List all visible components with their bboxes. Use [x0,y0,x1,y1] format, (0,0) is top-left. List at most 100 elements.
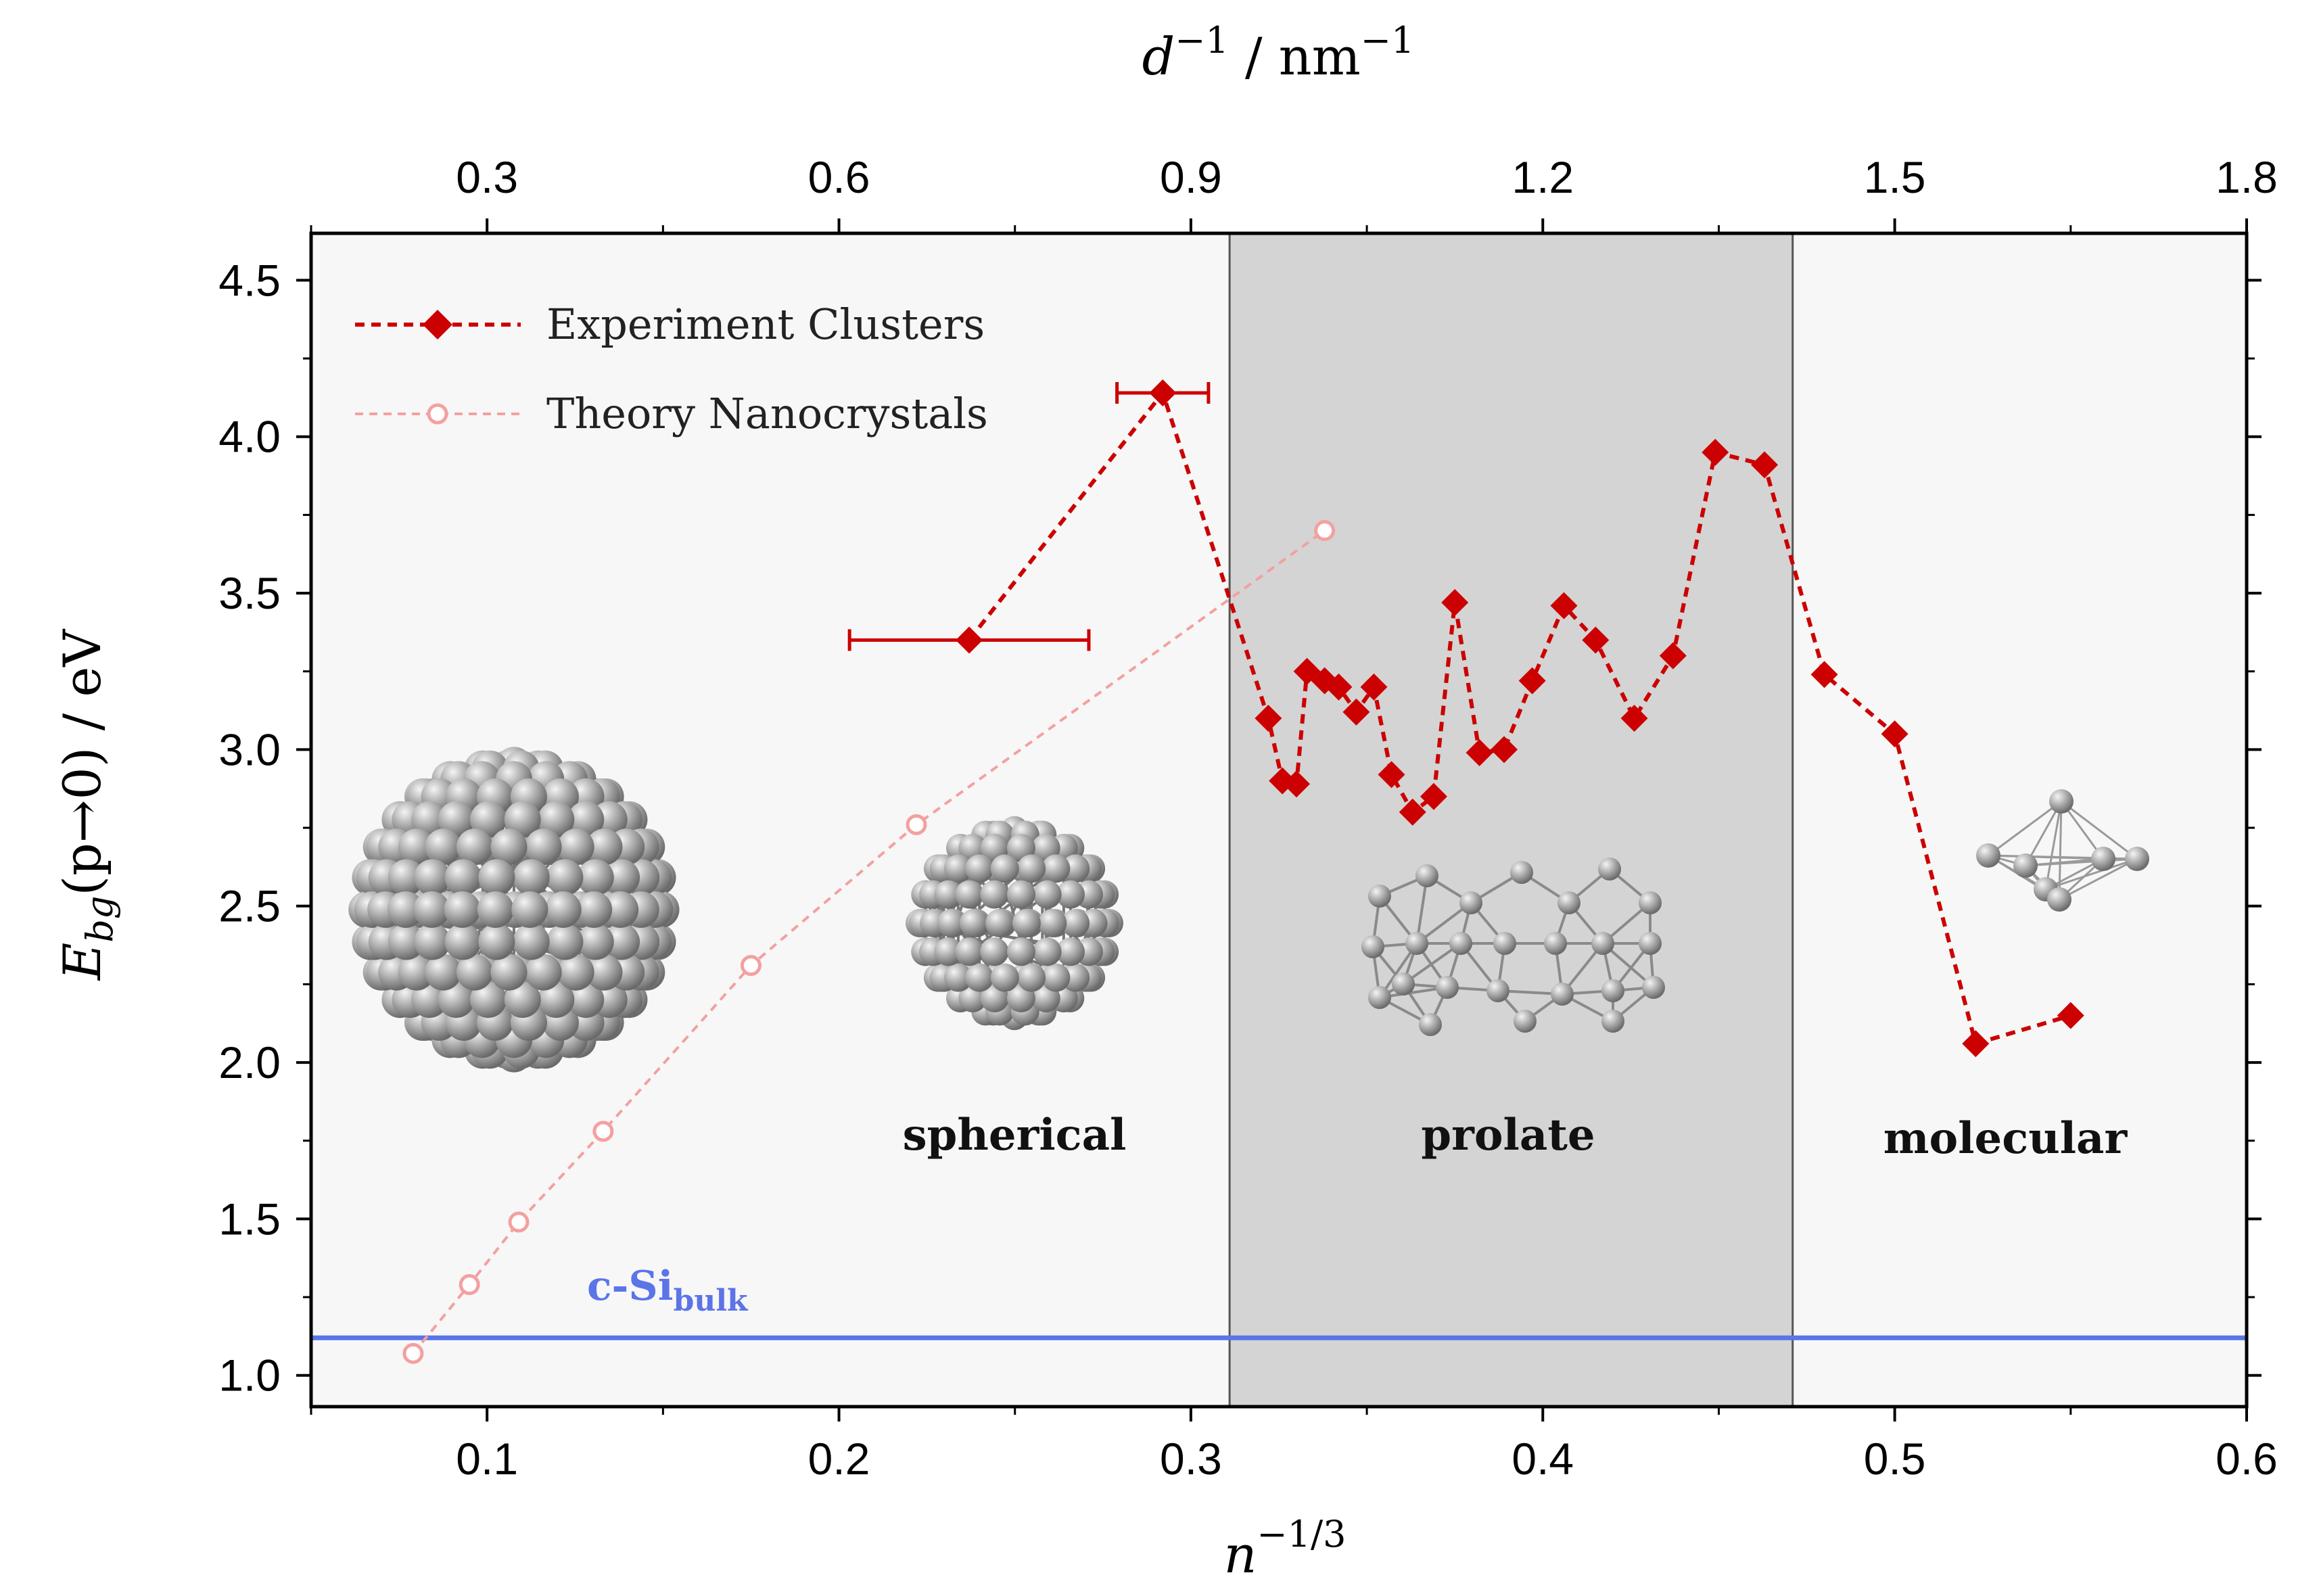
x-top-tick-label-1: 0.3 [456,152,518,202]
theory-point-3 [508,1211,530,1233]
x-bottom-tick-label-3: 0.3 [1160,1434,1222,1484]
cluster-illustrations [348,747,2149,1073]
cluster-atom [425,954,462,991]
cluster-atom [965,963,994,992]
cluster-atom [388,859,425,896]
cluster-atom [470,981,507,1018]
cluster-bond [2045,858,2138,891]
cluster-atom [2013,853,2038,878]
cluster-atom [444,923,482,960]
cluster-atom [413,891,450,928]
cluster-atom [1033,937,1062,966]
cluster-atom [1639,891,1662,914]
legend-label-theory: Theory Nanocrystals [546,389,988,438]
cluster-atom [438,801,475,838]
cluster-atom [943,963,973,992]
experiment-point-24 [1810,661,1838,688]
x-top-title-sup2: −1 [1361,19,1415,62]
cluster-atom [1017,963,1046,992]
cluster-atom [438,981,475,1018]
cluster-atom [603,859,640,896]
legend-marker-experiment [423,310,452,339]
cluster-atom [603,923,640,960]
experiment-point-27 [2057,1002,2084,1029]
x-bottom-tick-label-2: 0.2 [808,1434,870,1484]
experiment-point-11 [1378,761,1405,789]
cluster-atom [1639,932,1662,955]
x-top-tick-label-3: 0.9 [1160,152,1222,202]
cluster-atom [1598,858,1621,881]
cluster-atom [477,891,514,928]
experiment-point-12 [1399,798,1426,826]
cluster-atom [943,854,973,883]
experiment-point-25 [1881,720,1908,748]
cluster-atom [1415,864,1438,887]
cluster-atom [538,801,575,838]
cluster-atom [525,954,562,991]
cluster-atom [546,923,584,960]
cluster-atom [576,891,613,928]
cluster-atom [456,828,493,866]
experiment-point-3 [1255,705,1282,732]
cluster-bond [1402,942,1462,985]
cluster-atom [1591,932,1614,955]
cluster-atom [1033,880,1062,909]
experiment-line [967,388,2071,1047]
cluster-atom [444,859,482,896]
bulk-label: c-Sibulk [587,1263,749,1318]
theory-point-4 [592,1121,614,1142]
y-tick-label-8: 4.5 [218,255,281,305]
cluster-atom [1976,843,2000,868]
cluster-atom [388,923,425,960]
x-top-axis-title: d−1 / nm−1 [1142,19,1415,87]
data-series [402,379,2084,1364]
cluster-atom [1006,880,1035,909]
cluster-atom [1544,932,1567,955]
cluster-atom [388,891,425,928]
experiment-point-15 [1466,739,1493,767]
cluster-atom [1041,963,1071,992]
cluster-atom [1486,979,1509,1002]
plot-frame [309,231,2249,1409]
x-top-tick-label-4: 1.2 [1512,152,1574,202]
cluster-atom [934,880,963,909]
cluster-atom [398,828,435,866]
cluster-atom [985,909,1014,937]
x-bottom-tick-label-4: 0.4 [1512,1434,1574,1484]
large-nanocrystal-image [348,747,680,1073]
y-title-main: E [52,943,112,981]
region-prolate [1229,233,1793,1407]
experiment-point-20 [1620,705,1648,732]
cluster-atom [1601,1010,1624,1033]
cluster-atom [504,981,541,1018]
y-axis-title: Ebg(p→0) / eV [52,629,121,982]
x-top-tick-label-2: 0.6 [808,152,870,202]
x-top-tick-label-5: 1.5 [1864,152,1926,202]
cluster-bond [1988,800,2062,857]
x-bottom-tick-label-1: 0.1 [456,1434,518,1484]
region-label-molecular: molecular [1883,1113,2128,1164]
cluster-atom [2125,847,2149,871]
cluster-atom [398,954,435,991]
prolate-cluster-image [1361,858,1665,1036]
cluster-atom [980,880,1009,909]
cluster-atom [411,801,448,838]
cluster-atom [990,854,1019,883]
legend-label-experiment: Experiment Clusters [546,300,985,349]
experiment-point-18 [1550,592,1578,619]
x-bottom-tick-label-5: 0.5 [1864,1434,1926,1484]
legend-marker-theory [427,403,448,425]
cluster-atom [1061,963,1090,992]
y-title-rest: (p→0) / eV [52,629,112,896]
region-label-prolate: prolate [1421,1110,1595,1160]
cluster-atom [444,891,481,928]
cluster-atom [1392,972,1415,995]
legend: Experiment Clusters Theory Nanocrystals [355,300,988,438]
cluster-atom [1038,909,1067,937]
cluster-atom [1601,979,1624,1002]
cluster-atom [1061,854,1090,883]
cluster-atom [1056,880,1085,909]
axes: 0.1 0.2 0.3 0.4 0.5 0.6 0.3 0.6 0.9 1.2 1.5 1.8 1.0 1… [218,152,2278,1484]
cluster-atom [546,859,584,896]
cluster-atom [577,923,614,960]
